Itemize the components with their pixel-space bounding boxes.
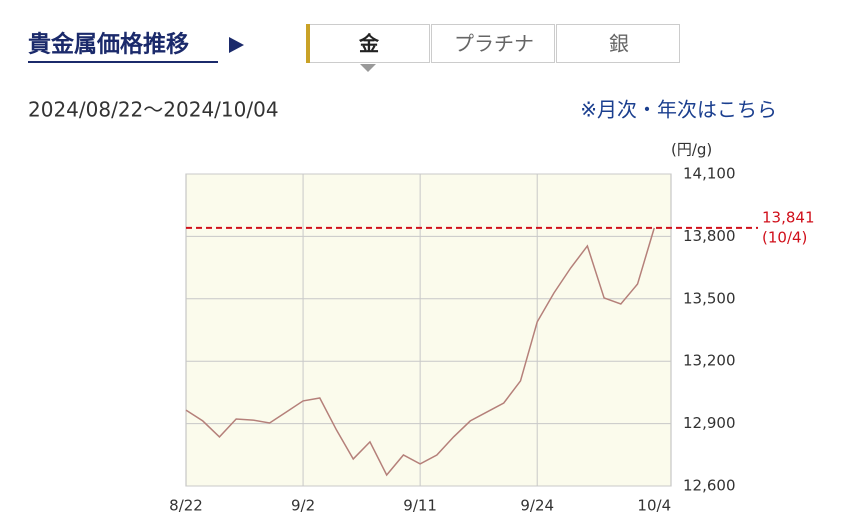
y-tick-label: 14,100: [683, 165, 736, 183]
y-tick-label: 12,600: [683, 477, 736, 495]
tab-active-pointer: [360, 64, 376, 72]
tab-active-bar: [306, 24, 310, 63]
reference-date: (10/4): [762, 228, 807, 246]
x-tick-label: 9/11: [403, 497, 437, 515]
y-unit: (円/g): [671, 141, 712, 159]
plot: 12,600 12,900 13,200 13,500 13,800 14,100 (円/g…: [169, 141, 814, 515]
page-title[interactable]: 貴金属価格推移: [28, 31, 189, 58]
price-line: [185, 227, 655, 477]
history-link[interactable]: ※月次・年次はこちら: [580, 98, 777, 122]
y-tick-label: 13,800: [683, 227, 736, 245]
tab[interactable]: [556, 24, 680, 63]
x-tick-label: 9/24: [520, 497, 554, 515]
tab[interactable]: [306, 24, 430, 63]
tab[interactable]: [431, 24, 555, 63]
plot-area: [185, 173, 672, 487]
title-arrow: [229, 37, 244, 53]
reference-value: 13,841: [762, 208, 815, 226]
x-tick-label: 8/22: [169, 497, 203, 515]
tab-label: 銀: [609, 32, 629, 56]
date-range: 2024/08/22〜2024/10/04: [28, 98, 279, 122]
x-tick-label: 9/2: [291, 497, 315, 515]
x-tick-label: 10/4: [637, 497, 671, 515]
tabs: 金 プラチナ 銀: [306, 24, 680, 72]
y-tick-label: 13,500: [683, 289, 736, 307]
tab-label: 金: [358, 32, 380, 56]
tab-label: プラチナ: [454, 32, 534, 56]
y-tick-label: 12,900: [683, 414, 736, 432]
y-tick-label: 13,200: [683, 352, 736, 370]
